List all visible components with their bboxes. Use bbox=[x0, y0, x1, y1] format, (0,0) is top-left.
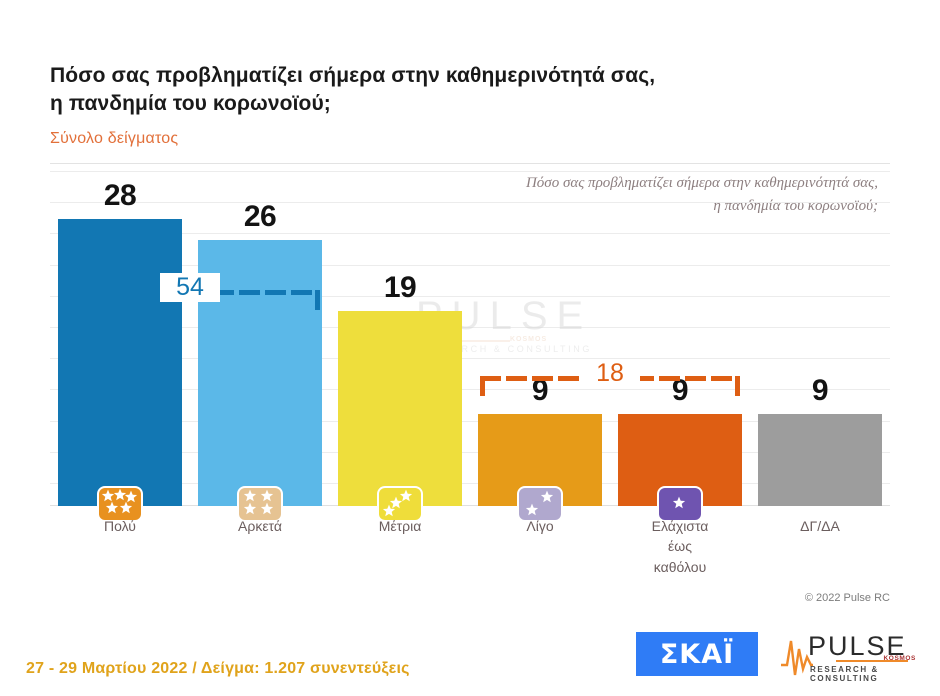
header-divider bbox=[50, 163, 890, 164]
category-label-line: Μέτρια bbox=[378, 518, 422, 534]
category-label-line: Πολύ bbox=[104, 518, 136, 534]
category-label-6: ΔΓ/ΔΑ bbox=[750, 516, 890, 536]
bar-value-label: 9 bbox=[811, 373, 829, 407]
fieldwork-date-sample: 27 - 29 Μαρτίου 2022 / Δείγμα: 1.207 συν… bbox=[26, 660, 410, 677]
bar-value-label: 9 bbox=[671, 373, 689, 407]
category-label-1: Πολύ bbox=[50, 516, 190, 536]
chart-plot-area: PULSE KOSMOS RESEARCH & CONSULTING 28 26 1… bbox=[50, 168, 890, 520]
page-title-line1: Πόσο σας προβληματίζει σήμερα στην καθημ… bbox=[50, 64, 656, 87]
bracket-dash-line bbox=[213, 290, 320, 295]
question-repeat-line1: Πόσο σας προβληματίζει σήμερα στην καθημ… bbox=[525, 175, 878, 191]
page-title-line2: η πανδημία του κορωνοϊού; bbox=[50, 91, 331, 115]
rating-badge-1-stars-icon bbox=[659, 488, 701, 520]
category-label-5: Ελάχιστα έως καθόλου bbox=[610, 516, 750, 577]
bracket-dash-line bbox=[60, 290, 167, 295]
bracket-end-tick bbox=[480, 376, 485, 396]
skai-logo: ΣΚΑΪ bbox=[636, 632, 758, 676]
bar-group: 9 bbox=[758, 168, 882, 506]
page-subtitle: Σύνολο δείγματος bbox=[50, 130, 179, 147]
bracket-value-label: 54 bbox=[160, 273, 220, 302]
copyright-text: © 2022 Pulse RC bbox=[804, 592, 890, 604]
category-label-line: Αρκετά bbox=[238, 518, 282, 534]
bar-value-label: 26 bbox=[243, 199, 277, 233]
page-title: Πόσο σας προβληματίζει σήμερα στην καθημ… bbox=[50, 62, 750, 117]
bracket-dash-line bbox=[480, 376, 587, 381]
rating-badge-4-stars-icon bbox=[239, 488, 281, 520]
bracket-end-tick bbox=[735, 376, 740, 396]
pulse-logo-tagline: RESEARCH & CONSULTING bbox=[810, 665, 879, 683]
bar-group: 9 bbox=[618, 168, 742, 520]
category-label-line: καθόλου bbox=[653, 558, 707, 575]
bar-3 bbox=[338, 311, 462, 506]
bar-group: 19 bbox=[338, 168, 462, 520]
bracket-end-tick bbox=[60, 290, 65, 310]
bar-group: 28 bbox=[58, 168, 182, 520]
category-label-line: έως bbox=[668, 538, 692, 555]
bar-group: 9 bbox=[478, 168, 602, 520]
bar-value-label: 19 bbox=[383, 271, 417, 305]
pulse-logo-text: PULSE bbox=[808, 631, 907, 661]
bar-group: 26 bbox=[198, 168, 322, 520]
skai-logo-text: ΣΚΑΪ bbox=[659, 638, 735, 670]
bar-1 bbox=[58, 219, 182, 506]
category-label-2: Αρκετά bbox=[190, 516, 330, 536]
category-label-line: Λίγο bbox=[526, 518, 554, 534]
category-label-4: Λίγο bbox=[470, 516, 610, 536]
chart-gridlines bbox=[50, 168, 890, 506]
rating-badge-5-stars-icon bbox=[99, 488, 141, 520]
chart-baseline bbox=[50, 505, 890, 506]
pulse-logo-kosmos: KOSMOS bbox=[883, 655, 916, 662]
category-label-line: Ελάχιστα bbox=[651, 518, 709, 534]
logo-row: ΣΚΑΪ PULSE KOSMOS RESEARCH & CONSULTING bbox=[636, 628, 918, 683]
bar-6 bbox=[758, 413, 882, 506]
category-label-line: ΔΓ/ΔΑ bbox=[800, 518, 840, 534]
bracket-end-tick bbox=[315, 290, 320, 310]
chart-bars: 28 26 19 9 9 9 bbox=[50, 168, 890, 520]
category-label-3: Μέτρια bbox=[330, 516, 470, 536]
bar-value-label: 9 bbox=[531, 373, 549, 407]
bar-value-label: 28 bbox=[103, 179, 137, 213]
chart-category-labels: Πολύ Αρκετά Μέτρια Λίγο Ελάχιστα έως καθόλου ΔΓ… bbox=[50, 516, 890, 586]
bracket-value-label: 18 bbox=[580, 359, 640, 388]
bracket-dash-line bbox=[633, 376, 740, 381]
pulse-logo-rule bbox=[836, 660, 908, 662]
rating-badge-3-stars-icon bbox=[379, 488, 421, 520]
pulse-wave-icon bbox=[781, 640, 813, 676]
rating-badge-2-stars-icon bbox=[519, 488, 561, 520]
pulse-logo: PULSE KOSMOS RESEARCH & CONSULTING bbox=[780, 629, 918, 683]
